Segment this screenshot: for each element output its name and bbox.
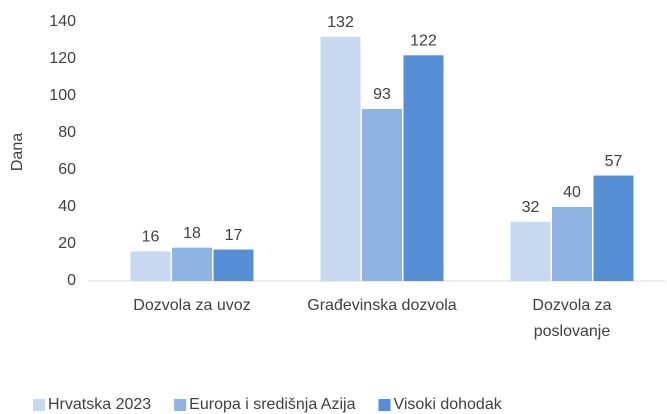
y-tick-label: 100 <box>49 87 76 104</box>
x-tick-label: Dozvola za poslovanje <box>532 297 611 340</box>
data-label: 16 <box>142 229 160 246</box>
legend-swatch <box>33 399 45 411</box>
bar <box>362 108 402 281</box>
y-tick-label: 20 <box>58 235 76 252</box>
y-tick-label: 60 <box>58 161 76 178</box>
data-label: 132 <box>327 14 354 31</box>
legend-label: Visoki dohodak <box>393 396 502 413</box>
y-tick-label: 40 <box>58 198 76 215</box>
x-tick-label-line: poslovanje <box>534 323 611 340</box>
y-tick-label: 140 <box>49 13 76 30</box>
bar <box>510 221 551 281</box>
y-tick-label: 0 <box>67 272 76 289</box>
data-label: 17 <box>225 227 243 244</box>
data-label: 57 <box>605 153 623 170</box>
legend-label: Hrvatska 2023 <box>48 396 151 413</box>
x-tick-label-line: Dozvola za <box>532 297 611 314</box>
legend-label: Europa i središnja Azija <box>189 396 355 413</box>
data-label: 93 <box>373 86 391 103</box>
bar <box>130 251 171 281</box>
y-tick-label: 120 <box>49 50 76 67</box>
bar <box>213 249 254 281</box>
x-tick-label: Građevinska dozvola <box>307 297 457 314</box>
x-tick-label: Dozvola za uvoz <box>133 297 250 314</box>
data-label: 18 <box>183 225 201 242</box>
legend-swatch <box>378 399 391 411</box>
bar <box>172 247 212 281</box>
data-label: 32 <box>522 199 540 216</box>
bar <box>320 36 361 281</box>
bar <box>552 207 592 281</box>
bar <box>593 175 634 281</box>
data-label: 122 <box>410 33 437 50</box>
y-tick-label: 80 <box>58 124 76 141</box>
bar <box>403 55 444 281</box>
legend-swatch <box>174 399 187 411</box>
y-axis-label: Dana <box>9 133 26 171</box>
data-label: 40 <box>563 184 581 201</box>
